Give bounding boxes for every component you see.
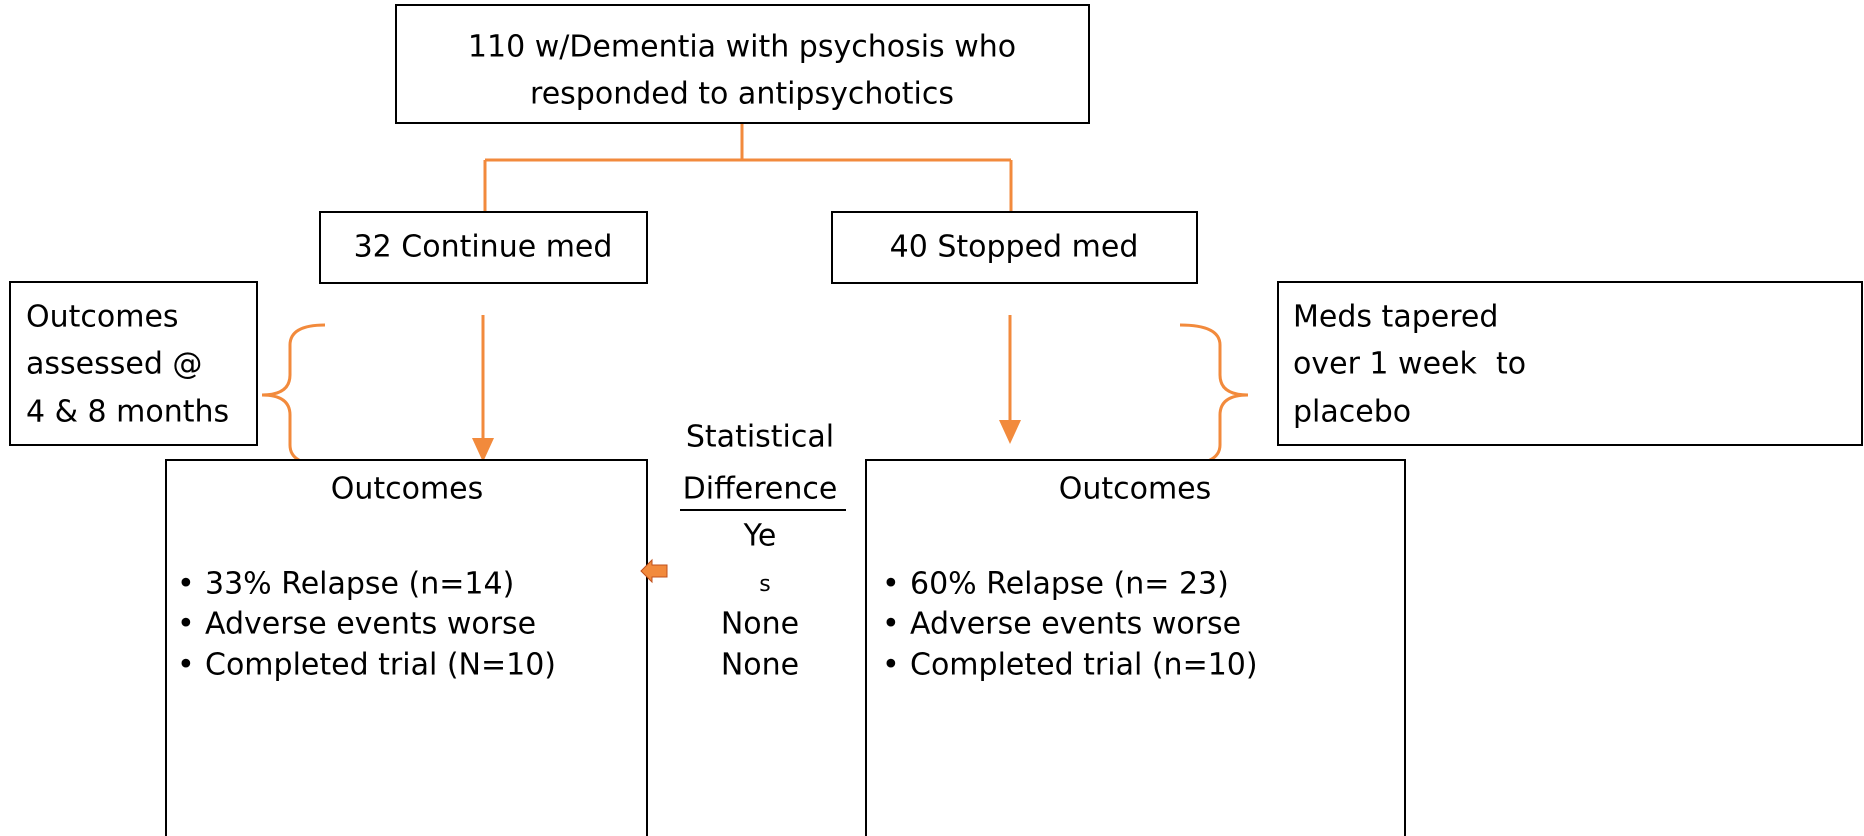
top-text: 110 w/Dementia with psychosis who — [468, 30, 1016, 65]
arrow-head — [999, 420, 1021, 444]
top-text: responded to antipsychotics — [530, 77, 954, 112]
outcome-box — [865, 459, 1406, 836]
bullet: • — [882, 648, 900, 683]
outcome-title: Outcomes — [331, 472, 484, 507]
branch-label: 32 Continue med — [354, 230, 613, 265]
outcome-title: Outcomes — [1059, 472, 1212, 507]
outcome-item: Adverse events worse — [910, 607, 1241, 642]
note-text: 4 & 8 months — [26, 395, 229, 430]
middle-heading: Statistical — [686, 420, 834, 455]
note-text: placebo — [1293, 395, 1411, 430]
outcome-item: 33% Relapse (n=14) — [205, 567, 514, 602]
note-text: over 1 week to — [1293, 347, 1526, 382]
outcome-item: Adverse events worse — [205, 607, 536, 642]
middle-value: None — [721, 607, 799, 642]
middle-value: s — [759, 572, 770, 597]
note-box — [1277, 281, 1863, 446]
note-text: Outcomes — [26, 300, 179, 335]
arrow-head — [472, 438, 494, 462]
middle-value: Ye — [743, 519, 777, 554]
middle-heading: Difference — [683, 472, 838, 507]
note-text: assessed @ — [26, 347, 202, 382]
bullet: • — [177, 607, 195, 642]
bullet: • — [177, 567, 195, 602]
brace — [261, 323, 326, 467]
connector — [483, 123, 1013, 212]
branch-label: 40 Stopped med — [890, 230, 1139, 265]
branch-box — [319, 211, 648, 284]
bullet: • — [177, 648, 195, 683]
note-text: Meds tapered — [1293, 300, 1498, 335]
outcome-box — [165, 459, 648, 836]
top-box — [395, 4, 1090, 124]
brace — [1179, 323, 1249, 467]
outcome-item: Completed trial (N=10) — [205, 648, 556, 683]
bullet: • — [882, 567, 900, 602]
outcome-item: 60% Relapse (n= 23) — [910, 567, 1229, 602]
branch-box — [831, 211, 1198, 284]
note-box — [9, 281, 258, 446]
middle-value: None — [721, 648, 799, 683]
small-arrow — [640, 558, 668, 584]
outcome-item: Completed trial (n=10) — [910, 648, 1258, 683]
bullet: • — [882, 607, 900, 642]
